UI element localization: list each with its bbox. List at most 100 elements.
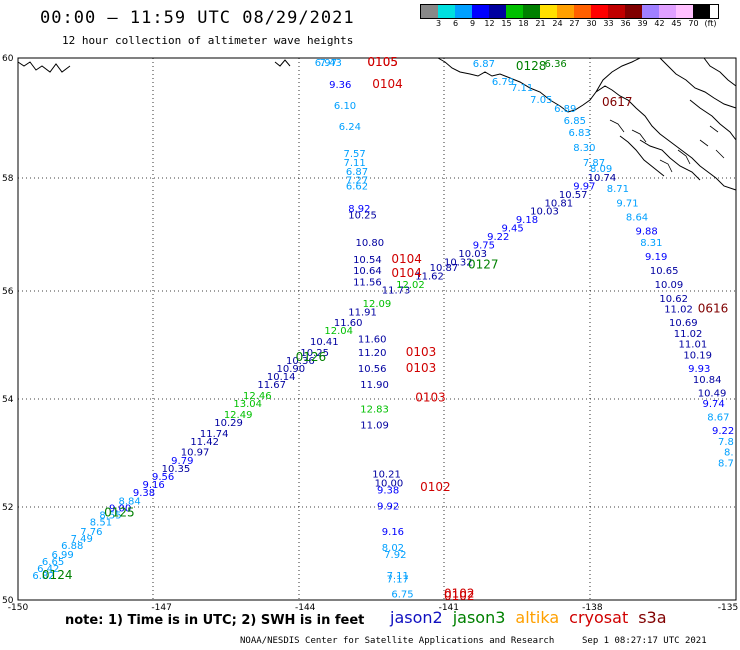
legend-swatches — [420, 4, 719, 19]
legend-swatch — [540, 5, 557, 18]
wave-height-label: 9.92 — [377, 501, 399, 512]
wave-height-label: 9.74 — [702, 399, 724, 410]
wave-height-label: 11.02 — [674, 329, 703, 340]
map-subtitle: 12 hour collection of altimeter wave hei… — [62, 34, 354, 47]
lat-tick-label: 50 — [2, 596, 14, 606]
legend-tick: 45 — [671, 19, 682, 28]
satellite-name: altika — [515, 608, 560, 627]
legend-tick: 70 — [688, 19, 699, 28]
legend-swatch — [438, 5, 455, 18]
wave-height-label: 10.64 — [353, 266, 382, 277]
legend-swatch — [608, 5, 625, 18]
wave-height-label: 6.88 — [61, 541, 83, 552]
wave-height-label: 10.00 — [375, 478, 404, 489]
lon-tick-label: -150 — [8, 603, 29, 613]
wave-height-label: 6.83 — [568, 128, 590, 139]
wave-height-label: 10.14 — [267, 372, 296, 383]
pass-time-label: 0104 — [391, 266, 422, 280]
wave-height-label: 7.87 — [583, 158, 605, 169]
wave-height-label: 10.32 — [444, 258, 473, 269]
wave-height-label: 9.71 — [616, 198, 638, 209]
color-legend: 3 6 9 12 15 18 21 24 27 30 33 36 39 42 45 70 (ft) — [420, 4, 719, 28]
wave-height-label: 12.04 — [324, 326, 353, 337]
wave-height-label: 9.22 — [712, 426, 734, 437]
wave-height-label: 8.51 — [90, 518, 112, 529]
legend-tick: 12 — [484, 19, 495, 28]
wave-height-label: 13.04 — [233, 399, 262, 410]
wave-height-label: 9.00 — [109, 504, 131, 515]
wave-height-label: 11.60 — [334, 318, 363, 329]
wave-height-label: 7.27 — [346, 176, 368, 187]
satellite-name: s3a — [638, 608, 667, 627]
wave-height-label: 12.46 — [243, 391, 272, 402]
pass-time-label: 0105 — [367, 55, 398, 69]
legend-tick: 39 — [637, 19, 648, 28]
lon-tick-label: -147 — [151, 603, 171, 613]
wave-height-label: 7.43 — [320, 58, 342, 69]
pass-time-label: 0126 — [296, 350, 327, 364]
wave-height-label: 8. — [724, 448, 734, 459]
wave-height-label: 9.88 — [635, 227, 657, 238]
lon-tick-label: -138 — [582, 603, 603, 613]
legend-swatch — [693, 5, 710, 18]
lon-tick-label: -141 — [439, 603, 459, 613]
wave-height-label: 6.97 — [315, 58, 337, 69]
wave-height-label: 6.89 — [554, 104, 576, 115]
wave-height-label: 12.09 — [363, 299, 392, 310]
lat-tick-label: 52 — [2, 503, 13, 513]
wave-height-label: 10.09 — [655, 280, 684, 291]
wave-height-label: 10.54 — [353, 255, 382, 266]
wave-height-label: 6.36 — [545, 59, 567, 70]
wave-height-label: 10.25 — [348, 211, 377, 222]
legend-swatch — [642, 5, 659, 18]
wave-height-label: 7.8 — [718, 437, 734, 448]
wave-height-label: 7.05 — [530, 95, 552, 106]
satellite-name: jason2 — [390, 608, 443, 627]
wave-height-label: 7.57 — [343, 149, 365, 160]
wave-height-label: 11.62 — [415, 272, 444, 283]
wave-height-label: 11.02 — [664, 305, 693, 316]
wave-height-label: 6.99 — [52, 550, 74, 561]
wave-height-label: 8.67 — [707, 413, 729, 424]
wave-height-label: 11.67 — [257, 380, 286, 391]
wave-height-label: 6.10 — [334, 101, 356, 112]
legend-tick: 27 — [569, 19, 580, 28]
wave-height-label: 6.62 — [346, 181, 368, 192]
wave-height-label: 9.75 — [473, 241, 495, 252]
wave-height-label: 10.25 — [300, 348, 329, 359]
pass-time-label: 0128 — [516, 59, 547, 73]
wave-height-label: 8.55 — [99, 511, 121, 522]
pass-time-label: 0617 — [602, 95, 633, 109]
legend-swatch — [489, 5, 506, 18]
lon-tick-label: -135 — [718, 603, 738, 613]
credit-text: NOAA/NESDIS Center for Satellite Applica… — [240, 636, 555, 646]
legend-swatch — [557, 5, 574, 18]
lat-tick-label: 58 — [2, 174, 14, 184]
wave-height-label: 10.62 — [659, 294, 688, 305]
wave-height-label: 9.16 — [382, 527, 404, 538]
legend-swatch — [574, 5, 591, 18]
satellite-legend: jason2 jason3 altika cryosat s3a — [390, 608, 667, 627]
satellite-name: jason3 — [452, 608, 506, 627]
lat-tick-label: 60 — [2, 54, 14, 64]
legend-swatch — [676, 5, 693, 18]
legend-ticks: 3 6 9 12 15 18 21 24 27 30 33 36 39 42 45 70 (ft) — [430, 19, 719, 28]
wave-height-label: 10.74 — [588, 173, 617, 184]
coastline-islands — [609, 119, 725, 173]
wave-height-label: 10.97 — [181, 448, 210, 459]
satellite-name: cryosat — [569, 608, 629, 627]
pass-time-label: 0102 — [444, 587, 475, 601]
wave-height-label: 6.87 — [473, 59, 495, 70]
wave-height-label: 7.11 — [343, 158, 365, 169]
legend-tick: 33 — [603, 19, 614, 28]
wave-height-label: 11.09 — [360, 421, 389, 432]
wave-height-label: 9.97 — [573, 181, 595, 192]
wave-height-label: 8.64 — [626, 212, 648, 223]
wave-height-label: 10.03 — [458, 249, 487, 260]
pass-time-label: 0103 — [415, 391, 446, 405]
wave-height-label: 9.56 — [152, 472, 174, 483]
pass-time-label: 0102 — [420, 480, 451, 494]
wave-height-label: 10.36 — [286, 356, 315, 367]
pass-time-label: 0103 — [406, 361, 437, 375]
wave-height-label: 8.84 — [119, 496, 141, 507]
